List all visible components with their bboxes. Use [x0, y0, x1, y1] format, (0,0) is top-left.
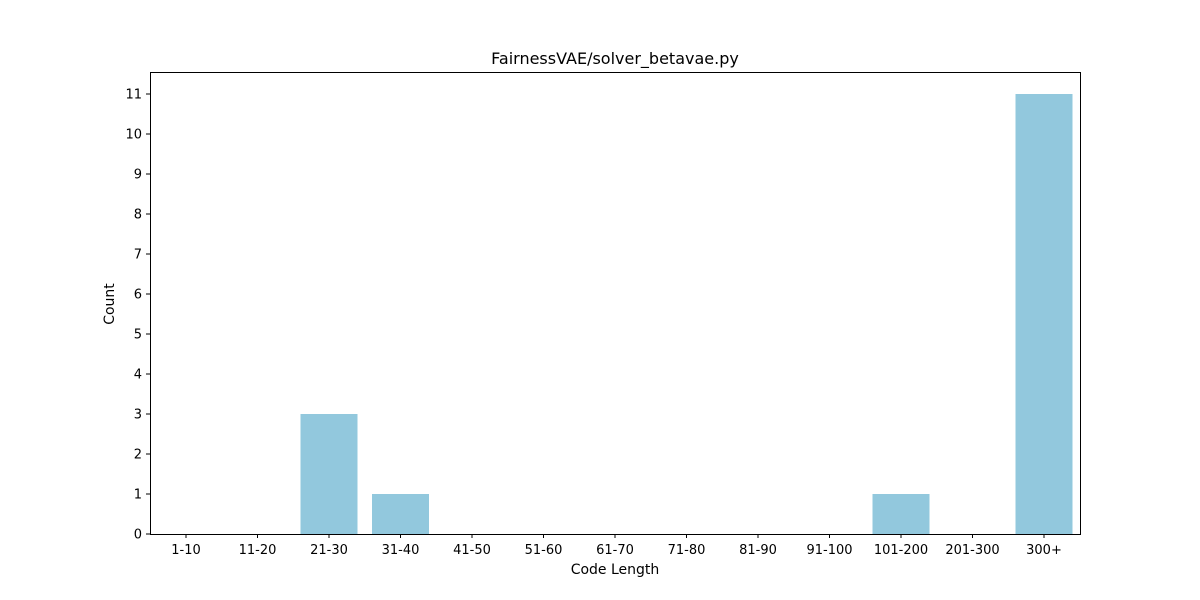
y-tick-label: 6 — [134, 288, 142, 303]
y-tick-label: 0 — [134, 528, 142, 543]
y-axis-label: Count — [102, 283, 118, 325]
y-tick-label: 5 — [134, 328, 142, 343]
x-tick-label: 31-40 — [382, 543, 420, 558]
y-tick-label: 2 — [134, 448, 142, 463]
y-tick-label: 3 — [134, 408, 142, 423]
x-tick-label: 21-30 — [310, 543, 348, 558]
bar-31-40 — [372, 494, 429, 534]
plot-area-frame — [150, 72, 1081, 535]
x-axis: 1-10 11-20 21-30 31-40 41-50 51-60 61-70 71-80 8… — [171, 534, 1062, 558]
bars-layer — [300, 94, 1073, 534]
y-tick-label: 9 — [134, 168, 142, 183]
y-tick-label: 1 — [134, 488, 142, 503]
x-tick-label: 61-70 — [596, 543, 634, 558]
x-axis-label: Code Length — [571, 562, 660, 578]
y-tick-label: 7 — [134, 248, 142, 263]
x-tick-label: 1-10 — [171, 543, 201, 558]
x-tick-label: 51-60 — [525, 543, 563, 558]
y-tick-label: 11 — [125, 88, 142, 103]
y-tick-label: 10 — [125, 128, 142, 143]
bar-300+ — [1015, 94, 1073, 534]
x-tick-label: 101-200 — [874, 543, 928, 558]
x-tick-label: 41-50 — [453, 543, 491, 558]
x-tick-label: 71-80 — [668, 543, 706, 558]
x-tick-label: 91-100 — [806, 543, 852, 558]
y-axis: 0 1 2 3 4 5 6 7 8 9 10 11 — [125, 88, 150, 543]
bar-21-30 — [300, 414, 358, 534]
chart-title: FairnessVAE/solver_betavae.py — [491, 49, 739, 69]
x-tick-label: 11-20 — [239, 543, 277, 558]
bar-101-200 — [872, 494, 930, 534]
x-tick-label: 81-90 — [739, 543, 777, 558]
y-tick-label: 4 — [134, 368, 142, 383]
y-tick-label: 8 — [134, 208, 142, 223]
x-tick-label: 201-300 — [945, 543, 999, 558]
x-tick-label: 300+ — [1026, 543, 1062, 558]
